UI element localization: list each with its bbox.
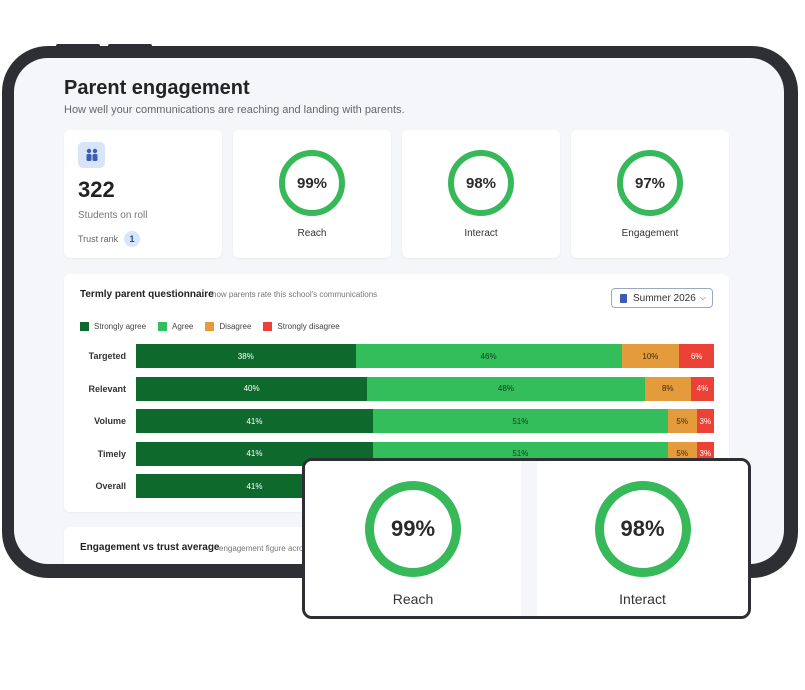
chevron-down-icon: ⌵	[699, 293, 706, 302]
bar-segment-agree: 51%	[372, 409, 668, 433]
stacked-bar-row: 38% 46% 10% 6%	[136, 344, 714, 368]
zoom-interact-label: Interact	[619, 591, 666, 607]
bar-category-label: Overall	[95, 481, 126, 491]
bar-segment-disagree: 8%	[644, 376, 691, 401]
engagement-trust-title: Engagement vs trust average	[80, 542, 220, 553]
students-card: 322 Students on roll Trust rank 1	[64, 130, 222, 258]
zoom-reach-panel: 99% Reach	[305, 461, 521, 616]
legend-swatch-strongly-disagree	[263, 322, 273, 331]
bar-segment-disagree: 10%	[621, 344, 680, 368]
stacked-bar-row: 41% 51% 5% 3%	[136, 409, 714, 433]
legend-item: Strongly agree	[80, 322, 146, 331]
legend-label: Strongly disagree	[277, 322, 340, 331]
chart-legend: Strongly agree Agree Disagree Strongly d…	[80, 322, 340, 331]
bar-segment-strongly-disagree: 3%	[696, 409, 714, 433]
legend-item: Strongly disagree	[263, 322, 340, 331]
students-label: Students on roll	[78, 210, 148, 221]
legend-label: Agree	[172, 322, 194, 331]
calendar-icon	[620, 293, 627, 303]
legend-swatch-disagree	[205, 322, 215, 331]
bar-category-label: Targeted	[88, 351, 126, 361]
legend-item: Agree	[158, 322, 193, 331]
interact-label: Interact	[464, 228, 498, 239]
zoom-interact-ring: 98%	[594, 481, 691, 577]
questionnaire-subtitle: how parents rate this school's communica…	[212, 290, 378, 299]
students-count: 322	[78, 177, 115, 202]
legend-label: Strongly agree	[94, 322, 147, 331]
bar-segment-strongly-agree: 38%	[136, 344, 356, 368]
zoom-interact-panel: 98% Interact	[537, 461, 748, 616]
bar-segment-strongly-agree: 40%	[136, 376, 368, 401]
engagement-card: 97% Engagement	[571, 130, 729, 258]
engagement-trust-subtitle: engagement figure acro	[219, 544, 304, 553]
bar-segment-agree: 48%	[367, 376, 645, 401]
bar-segment-disagree: 5%	[667, 409, 697, 433]
people-icon	[78, 142, 105, 168]
bar-segment-strongly-disagree: 6%	[679, 344, 714, 368]
bar-segment-agree: 46%	[355, 344, 622, 368]
bar-category-label: Relevant	[88, 383, 126, 394]
interact-ring: 98%	[448, 150, 514, 216]
zoom-divider	[521, 461, 537, 616]
zoom-reach-label: Reach	[392, 591, 434, 607]
legend-swatch-agree	[158, 322, 168, 331]
reach-card: 99% Reach	[233, 130, 391, 258]
zoom-callout: 99% Reach 98% Interact	[302, 458, 751, 619]
questionnaire-title: Termly parent questionnaire	[80, 289, 214, 300]
engagement-ring: 97%	[617, 150, 683, 216]
bar-category-label: Timely	[97, 448, 126, 459]
interact-card: 98% Interact	[402, 130, 560, 258]
legend-swatch-strongly-agree	[80, 322, 89, 331]
zoom-reach-ring: 99%	[365, 481, 461, 577]
trust-rank-label: Trust rank	[78, 234, 119, 244]
bar-category-label: Volume	[94, 416, 126, 426]
engagement-label: Engagement	[621, 228, 679, 239]
legend-item: Disagree	[205, 322, 251, 331]
reach-ring: 99%	[279, 150, 345, 216]
page-subtitle: How well your communications are reachin…	[64, 104, 405, 116]
legend-label: Disagree	[219, 322, 252, 331]
page-title: Parent engagement	[64, 77, 250, 99]
stacked-bar-row: 40% 48% 8% 4%	[136, 376, 714, 401]
period-select[interactable]: Summer 2026 ⌵	[611, 288, 713, 308]
trust-rank-badge: 1	[124, 231, 140, 247]
reach-label: Reach	[297, 228, 327, 239]
bar-segment-strongly-agree: 41%	[136, 409, 373, 433]
bar-segment-strongly-disagree: 4%	[690, 376, 714, 401]
period-value: Summer 2026	[633, 292, 696, 304]
